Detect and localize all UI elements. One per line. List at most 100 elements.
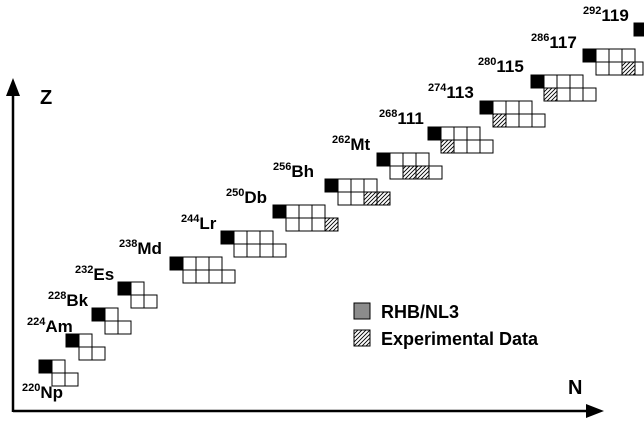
element-symbol: 115 xyxy=(496,57,523,76)
nuclide-label: 262Mt xyxy=(332,134,371,154)
element-symbol: 119 xyxy=(601,6,628,25)
nuclide-cell-experimental xyxy=(363,191,378,206)
mass-number: 250 xyxy=(226,187,244,199)
nuclide-cell-filled xyxy=(530,74,545,89)
nuclide-cell-filled xyxy=(376,152,391,167)
nuclide-cell-experimental xyxy=(440,139,455,154)
nuclide-cells xyxy=(38,22,644,387)
nuclide-cell xyxy=(569,74,584,89)
nuclide-cell-filled xyxy=(479,100,494,115)
nuclide-cell xyxy=(389,165,404,180)
nuclide-cell xyxy=(285,217,300,232)
nuclide-cell-filled xyxy=(91,307,106,322)
element-symbol: 111 xyxy=(397,109,424,128)
nuclide-cell-filled xyxy=(117,281,132,296)
chain-labels: 220Np224Am228Bk232Es238Md244Lr250Db256Bh… xyxy=(22,5,629,402)
nuclide-cell xyxy=(337,191,352,206)
nuclide-cell xyxy=(78,346,93,361)
nuclide-cell xyxy=(415,152,430,167)
nuclide-cell xyxy=(246,243,261,258)
nuclide-cell xyxy=(569,87,584,102)
nuclide-cell xyxy=(531,113,546,128)
nuclide-cell xyxy=(272,243,287,258)
nuclide-label: 250Db xyxy=(226,187,267,207)
nuclide-cell xyxy=(389,152,404,167)
nuclide-cell-filled xyxy=(633,22,644,37)
nuclide-cell xyxy=(182,269,197,284)
nuclide-label: 220Np xyxy=(22,382,63,402)
element-symbol: Mt xyxy=(350,135,370,154)
nuclide-cell xyxy=(195,269,210,284)
nuclide-cell-filled xyxy=(427,126,442,141)
nuclide-cell-filled xyxy=(272,204,287,219)
mass-number: 268 xyxy=(379,108,397,120)
mass-number: 280 xyxy=(478,56,496,68)
nuclide-cell xyxy=(311,217,326,232)
nuclide-cell xyxy=(453,126,468,141)
nuclide-cell xyxy=(440,126,455,141)
legend-label-experimental: Experimental Data xyxy=(381,329,539,349)
nuclide-cell xyxy=(298,204,313,219)
z-axis-label: Z xyxy=(40,87,52,109)
nuclide-cell xyxy=(91,346,106,361)
nuclide-cell xyxy=(195,256,210,271)
nuclide-cell-experimental xyxy=(324,217,339,232)
nuclide-cell xyxy=(117,320,132,335)
legend-swatch-rhb xyxy=(353,302,371,320)
element-symbol: Db xyxy=(244,188,267,207)
nuclide-cell xyxy=(233,243,248,258)
nuclide-cell xyxy=(453,139,468,154)
nuclide-cell-filled xyxy=(169,256,184,271)
nuclide-cell xyxy=(402,152,417,167)
nuclide-cell xyxy=(608,61,623,76)
nuclide-label: 292119 xyxy=(583,5,629,25)
nuclide-cell-filled xyxy=(220,230,235,245)
z-axis-arrowhead xyxy=(6,78,20,96)
mass-number: 244 xyxy=(181,213,200,225)
nuclide-cell xyxy=(104,320,119,335)
nuclide-cell xyxy=(143,294,158,309)
nuclide-cell xyxy=(518,113,533,128)
mass-number: 292 xyxy=(583,5,601,17)
nuclide-cell xyxy=(556,87,571,102)
nuclide-cell-filled xyxy=(582,48,597,63)
nuclide-cell-filled xyxy=(324,178,339,193)
nuclide-cell xyxy=(233,230,248,245)
nuclide-cell xyxy=(621,48,636,63)
nuclide-cell xyxy=(350,178,365,193)
nuclide-cell-experimental xyxy=(402,165,417,180)
nuclide-cell xyxy=(595,61,610,76)
nuclide-cell-experimental xyxy=(376,191,391,206)
nuclide-cell xyxy=(259,243,274,258)
nuclide-label: 280115 xyxy=(478,56,524,76)
nuclide-cell xyxy=(634,61,644,76)
element-symbol: Md xyxy=(137,239,162,258)
mass-number: 286 xyxy=(531,32,549,44)
nuclide-cell xyxy=(350,191,365,206)
nuclide-cell xyxy=(311,204,326,219)
element-symbol: 113 xyxy=(446,83,473,102)
nuclide-label: 238Md xyxy=(119,238,162,258)
mass-number: 228 xyxy=(48,290,66,302)
legend-swatch-experimental xyxy=(353,329,371,347)
nuclide-cell xyxy=(208,256,223,271)
nuclide-cell-filled xyxy=(38,359,53,374)
element-symbol: Np xyxy=(40,383,63,402)
nuclide-cell xyxy=(78,333,93,348)
mass-number: 274 xyxy=(428,82,447,94)
element-symbol: Bh xyxy=(291,162,314,181)
nuclide-cell xyxy=(246,230,261,245)
nuclide-cell xyxy=(505,113,520,128)
nuclide-cell xyxy=(466,139,481,154)
nuclide-cell-experimental xyxy=(415,165,430,180)
nuclide-cell-experimental xyxy=(543,87,558,102)
nuclide-cell xyxy=(505,100,520,115)
nuclide-label: 228Bk xyxy=(48,290,89,310)
nuclide-cell xyxy=(518,100,533,115)
mass-number: 220 xyxy=(22,382,40,394)
legend-label-rhb: RHB/NL3 xyxy=(381,302,459,322)
element-symbol: Es xyxy=(93,265,114,284)
nuclide-cell xyxy=(492,100,507,115)
nuclide-cell xyxy=(298,217,313,232)
